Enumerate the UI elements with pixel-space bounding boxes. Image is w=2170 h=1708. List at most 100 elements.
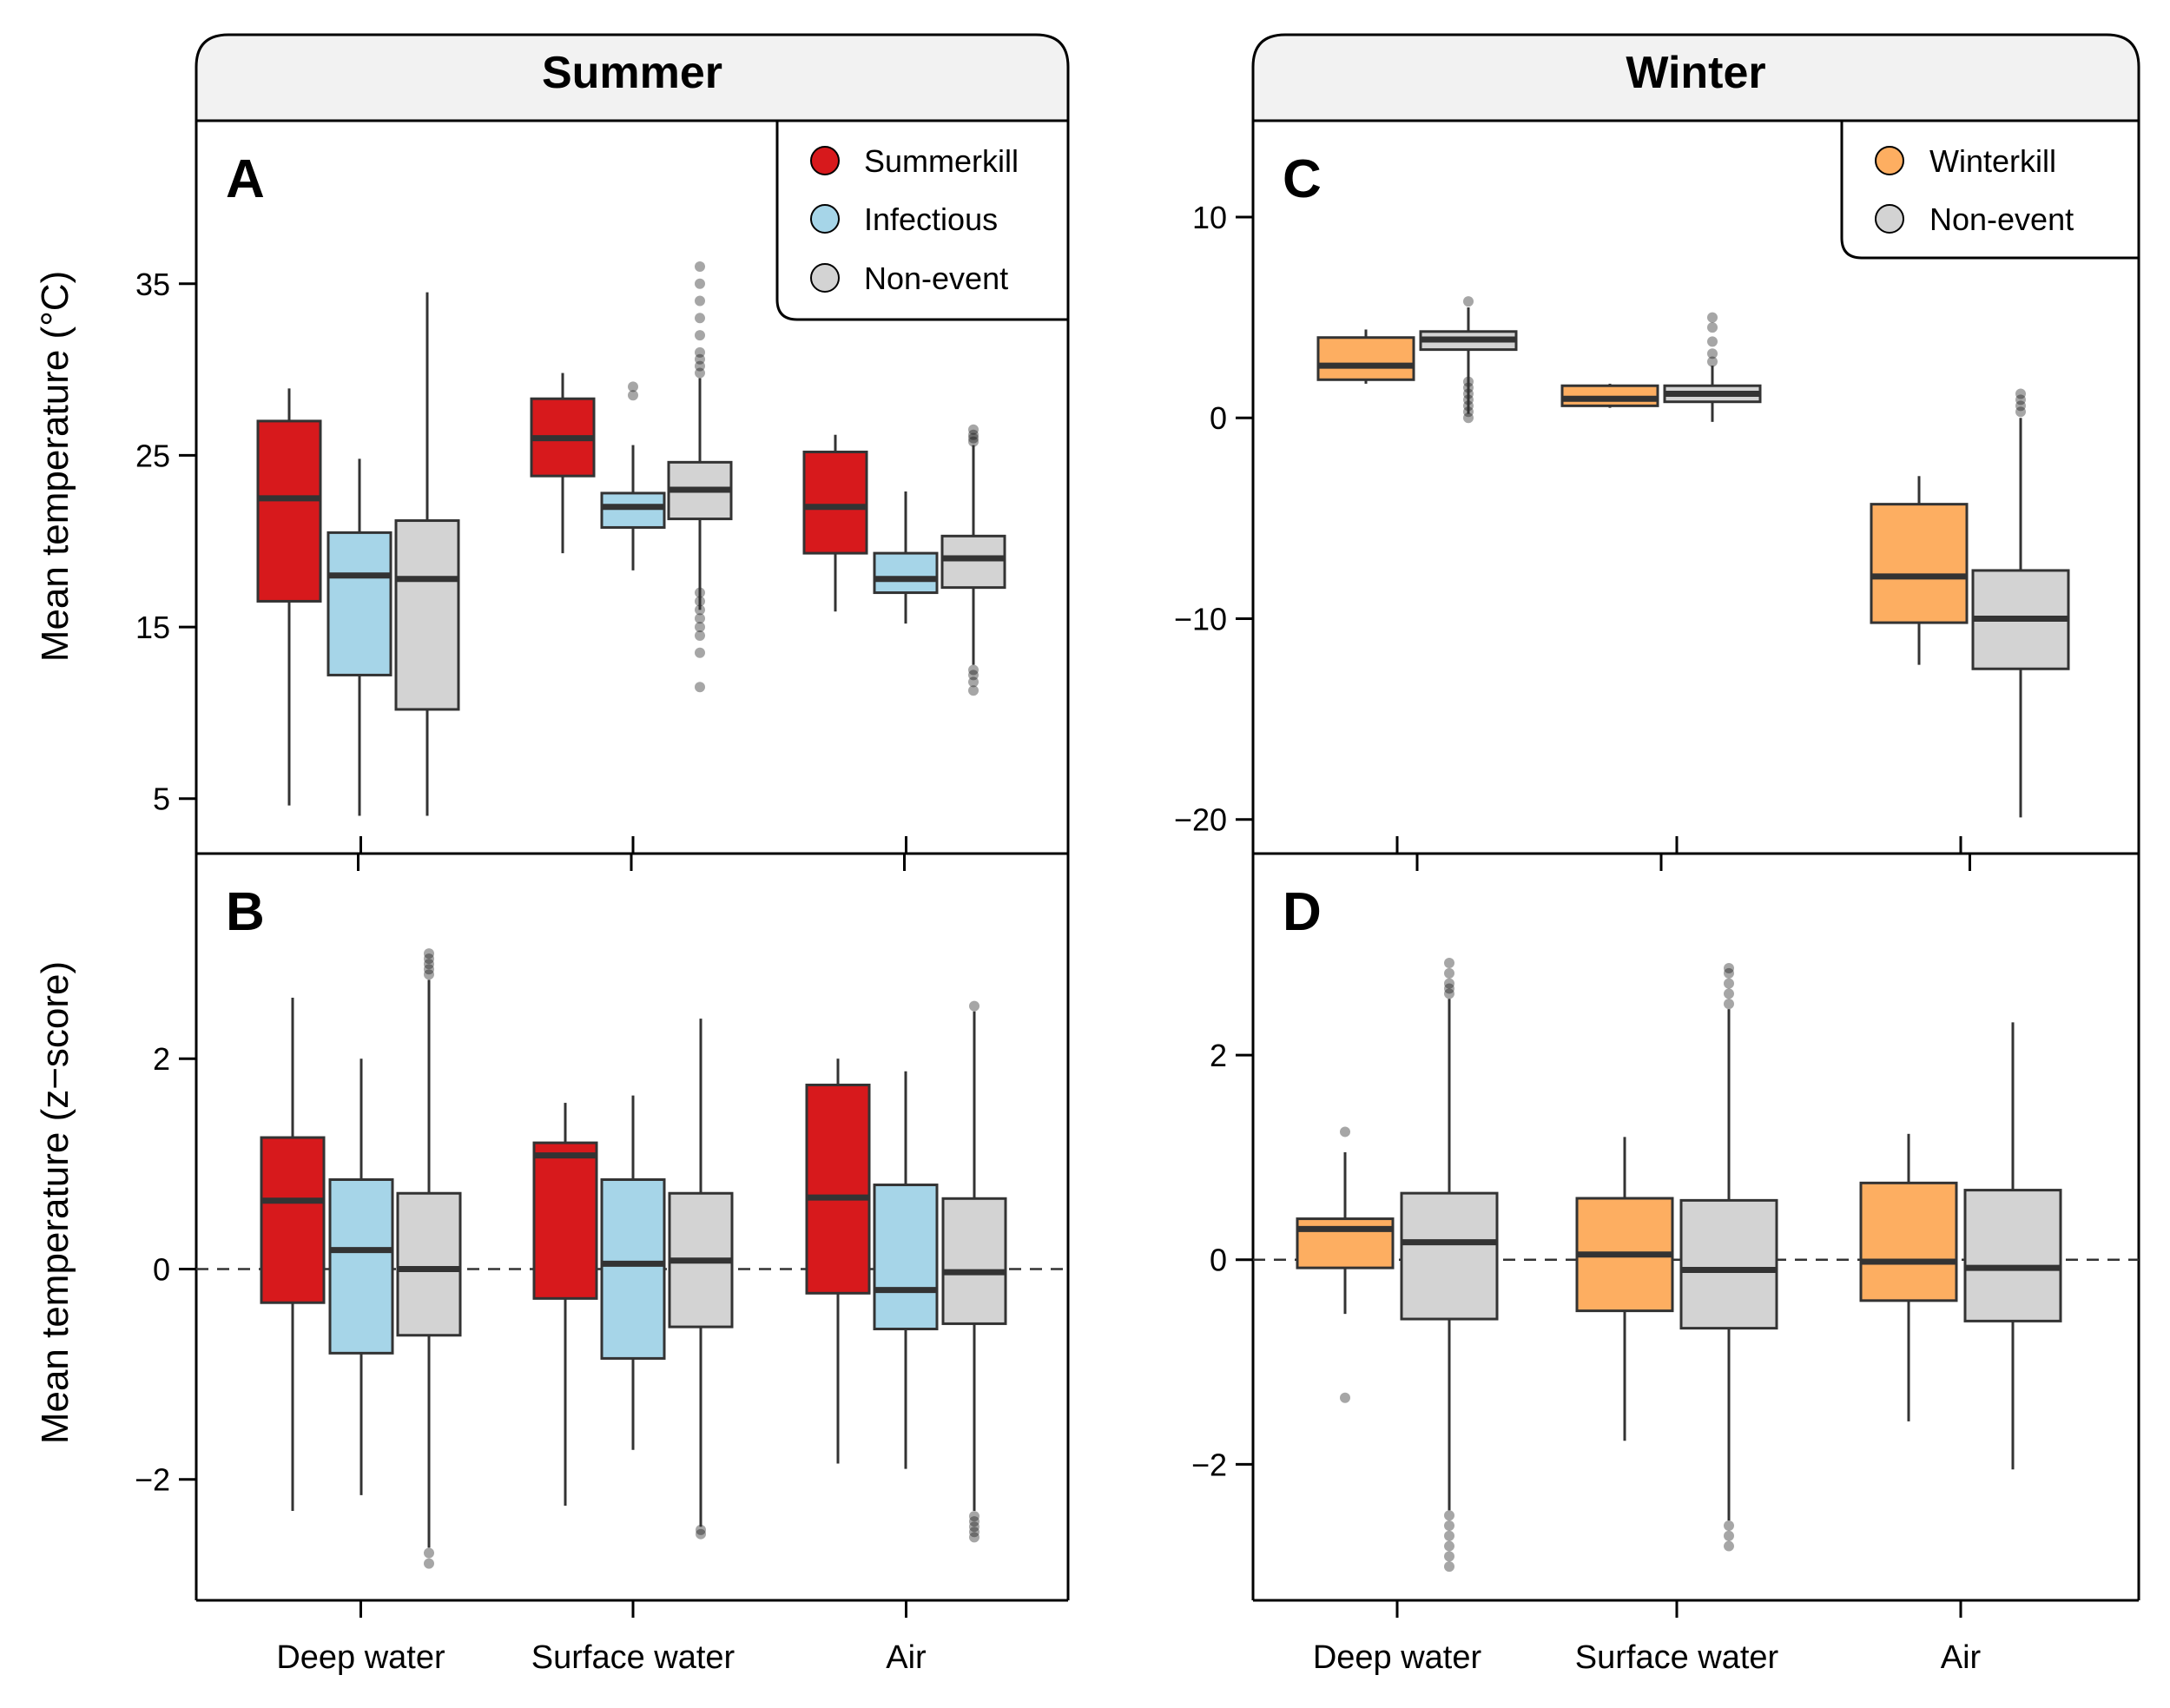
box-b-non-event-surface-water-outlier bbox=[696, 1528, 706, 1540]
panel-a-ytick-label: 15 bbox=[135, 610, 170, 645]
x-tick-label-surface-water: Surface water bbox=[531, 1639, 735, 1676]
x-tick-label-deep-water: Deep water bbox=[276, 1639, 445, 1676]
box-a-non-event-surface-water-outlier bbox=[695, 313, 705, 324]
box-d-winterkill-deep-water-outlier bbox=[1340, 1126, 1350, 1138]
box-b-non-event-surface-water-outlier bbox=[696, 1524, 706, 1535]
box-a-non-event-surface-water-outlier bbox=[695, 278, 705, 289]
legend-label-nonevent-summer: Non-event bbox=[864, 260, 1008, 296]
box-a-non-event-air-outlier bbox=[968, 432, 979, 444]
box-b-infectious-surface-water bbox=[600, 1177, 666, 1360]
box-a-non-event-surface-water-outlier bbox=[695, 261, 705, 273]
panel-c-ytick-label: −10 bbox=[1174, 601, 1227, 636]
panel-b-ytick-label: 2 bbox=[153, 1041, 170, 1077]
box-a-non-event-surface-water-outlier bbox=[695, 360, 705, 372]
box-b-non-event-air-outlier bbox=[969, 1532, 979, 1543]
panel-b: −2 0 2 Deep water Surface water Air B bbox=[135, 836, 1070, 1676]
x-tick-label-air: Air bbox=[886, 1639, 927, 1676]
box-a-summerkill-air bbox=[802, 450, 868, 555]
box-a-infectious-surface-water bbox=[600, 491, 666, 529]
box-c-winterkill-air bbox=[1870, 503, 1969, 624]
panel-letter-d: D bbox=[1283, 882, 1322, 942]
legend-summer: Summerkill Infectious Non-event bbox=[775, 119, 1070, 321]
panel-d-ytick-label: 2 bbox=[1210, 1038, 1227, 1073]
box-b-non-event-deep-water-outlier bbox=[424, 953, 434, 965]
box-a-non-event-air-outlier bbox=[968, 429, 979, 440]
legend-label-summerkill: Summerkill bbox=[864, 143, 1019, 179]
box-a-summerkill-deep-water bbox=[256, 419, 322, 603]
legend-swatch-infectious bbox=[810, 204, 840, 234]
box-c-non-event-deep-water-outlier bbox=[1463, 296, 1474, 307]
box-c-non-event-surface-water-outlier bbox=[1707, 312, 1718, 323]
box-d-non-event-surface-water-outlier bbox=[1724, 978, 1734, 989]
strip-summer bbox=[195, 33, 1070, 122]
panel-c-ytick-label: 10 bbox=[1192, 200, 1227, 235]
box-c-non-event-air-outlier bbox=[2015, 394, 2026, 406]
box-a-non-event-deep-water bbox=[394, 519, 460, 711]
y-axis-title-bottom: Mean temperature (z−score) bbox=[34, 961, 76, 1444]
panel-d: −2 0 2 Deep water Surface water Air D bbox=[1191, 836, 2140, 1676]
x-tick-label-surface-water: Surface water bbox=[1575, 1639, 1779, 1676]
box-b-non-event-air bbox=[941, 1197, 1007, 1325]
box-a-non-event-air-outlier bbox=[968, 669, 979, 681]
box-a-non-event-air-outlier bbox=[968, 676, 979, 688]
box-b-summerkill-air bbox=[805, 1083, 871, 1295]
panel-letter-a: A bbox=[226, 149, 265, 209]
box-c-non-event-deep-water-outlier bbox=[1463, 412, 1474, 424]
panel-d-ytick-label: −2 bbox=[1191, 1447, 1227, 1482]
box-a-non-event-surface-water-outlier bbox=[695, 330, 705, 341]
box-a-non-event-surface-water-outlier bbox=[695, 353, 705, 365]
panel-c-ytick-label: −20 bbox=[1174, 802, 1227, 838]
box-d-non-event-deep-water-outlier bbox=[1444, 978, 1454, 989]
box-c-non-event-air-outlier bbox=[2015, 406, 2026, 418]
box-b-non-event-deep-water bbox=[396, 1191, 462, 1337]
box-a-non-event-surface-water-outlier bbox=[695, 622, 705, 633]
box-a-infectious-deep-water bbox=[326, 531, 392, 676]
box-b-non-event-air-outlier bbox=[969, 1000, 979, 1012]
box-c-non-event-surface-water-outlier bbox=[1707, 322, 1718, 333]
box-b-non-event-air-outlier bbox=[969, 1527, 979, 1538]
box-c-non-event-air-outlier bbox=[2015, 400, 2026, 412]
panel-a: 5 15 25 35 A bbox=[135, 121, 1070, 871]
box-d-winterkill-deep-water-outlier bbox=[1340, 1392, 1350, 1403]
legend-label-nonevent-winter: Non-event bbox=[1929, 201, 2074, 237]
box-a-infectious-surface-water-outlier bbox=[628, 381, 638, 392]
strip-winter bbox=[1251, 33, 2140, 122]
box-d-non-event-surface-water-outlier bbox=[1724, 1530, 1734, 1541]
x-tick-label-air: Air bbox=[1941, 1639, 1982, 1676]
legend-winter-frame bbox=[1840, 119, 2140, 260]
box-a-non-event-air-outlier bbox=[968, 424, 979, 435]
box-a-non-event-surface-water-outlier bbox=[695, 295, 705, 307]
box-d-non-event-deep-water-outlier bbox=[1444, 1551, 1454, 1562]
legend-swatch-winterkill bbox=[1875, 146, 1904, 175]
box-d-winterkill-air bbox=[1859, 1181, 1958, 1302]
panel-a-ytick-label: 5 bbox=[153, 781, 170, 817]
box-b-non-event-deep-water-outlier bbox=[424, 964, 434, 975]
box-d-non-event-surface-water-outlier bbox=[1724, 962, 1734, 973]
legend-swatch-nonevent-summer bbox=[810, 263, 840, 293]
box-b-non-event-deep-water-outlier bbox=[424, 948, 434, 960]
box-c-non-event-surface-water-outlier bbox=[1707, 348, 1718, 359]
box-a-non-event-air-outlier bbox=[968, 436, 979, 447]
legend-summer-frame bbox=[775, 119, 1070, 321]
box-d-non-event-deep-water-outlier bbox=[1444, 1510, 1454, 1521]
legend-swatch-nonevent-winter bbox=[1875, 204, 1904, 234]
y-axis-title-top: Mean temperature (°C) bbox=[34, 271, 76, 662]
box-a-non-event-surface-water-outlier bbox=[695, 367, 705, 379]
panel-letter-c: C bbox=[1283, 149, 1322, 209]
box-d-non-event-deep-water-outlier bbox=[1444, 967, 1454, 979]
box-d-non-event-surface-water-outlier bbox=[1724, 1540, 1734, 1552]
box-a-non-event-surface-water-outlier bbox=[695, 630, 705, 641]
box-d-non-event-surface-water bbox=[1679, 1198, 1778, 1330]
box-d-non-event-surface-water-outlier bbox=[1724, 967, 1734, 979]
box-a-non-event-air-outlier bbox=[968, 685, 979, 696]
box-a-infectious-surface-water-outlier bbox=[628, 390, 638, 401]
box-a-non-event-surface-water-outlier bbox=[695, 346, 705, 358]
box-a-non-event-surface-water-outlier bbox=[695, 647, 705, 658]
strip-winter-label: Winter bbox=[1626, 48, 1765, 98]
box-b-non-event-deep-water-outlier bbox=[424, 959, 434, 970]
panel-d-ytick-label: 0 bbox=[1210, 1243, 1227, 1278]
box-a-infectious-air bbox=[873, 551, 939, 595]
box-c-non-event-surface-water-outlier bbox=[1707, 356, 1718, 367]
box-d-non-event-deep-water bbox=[1400, 1191, 1499, 1321]
